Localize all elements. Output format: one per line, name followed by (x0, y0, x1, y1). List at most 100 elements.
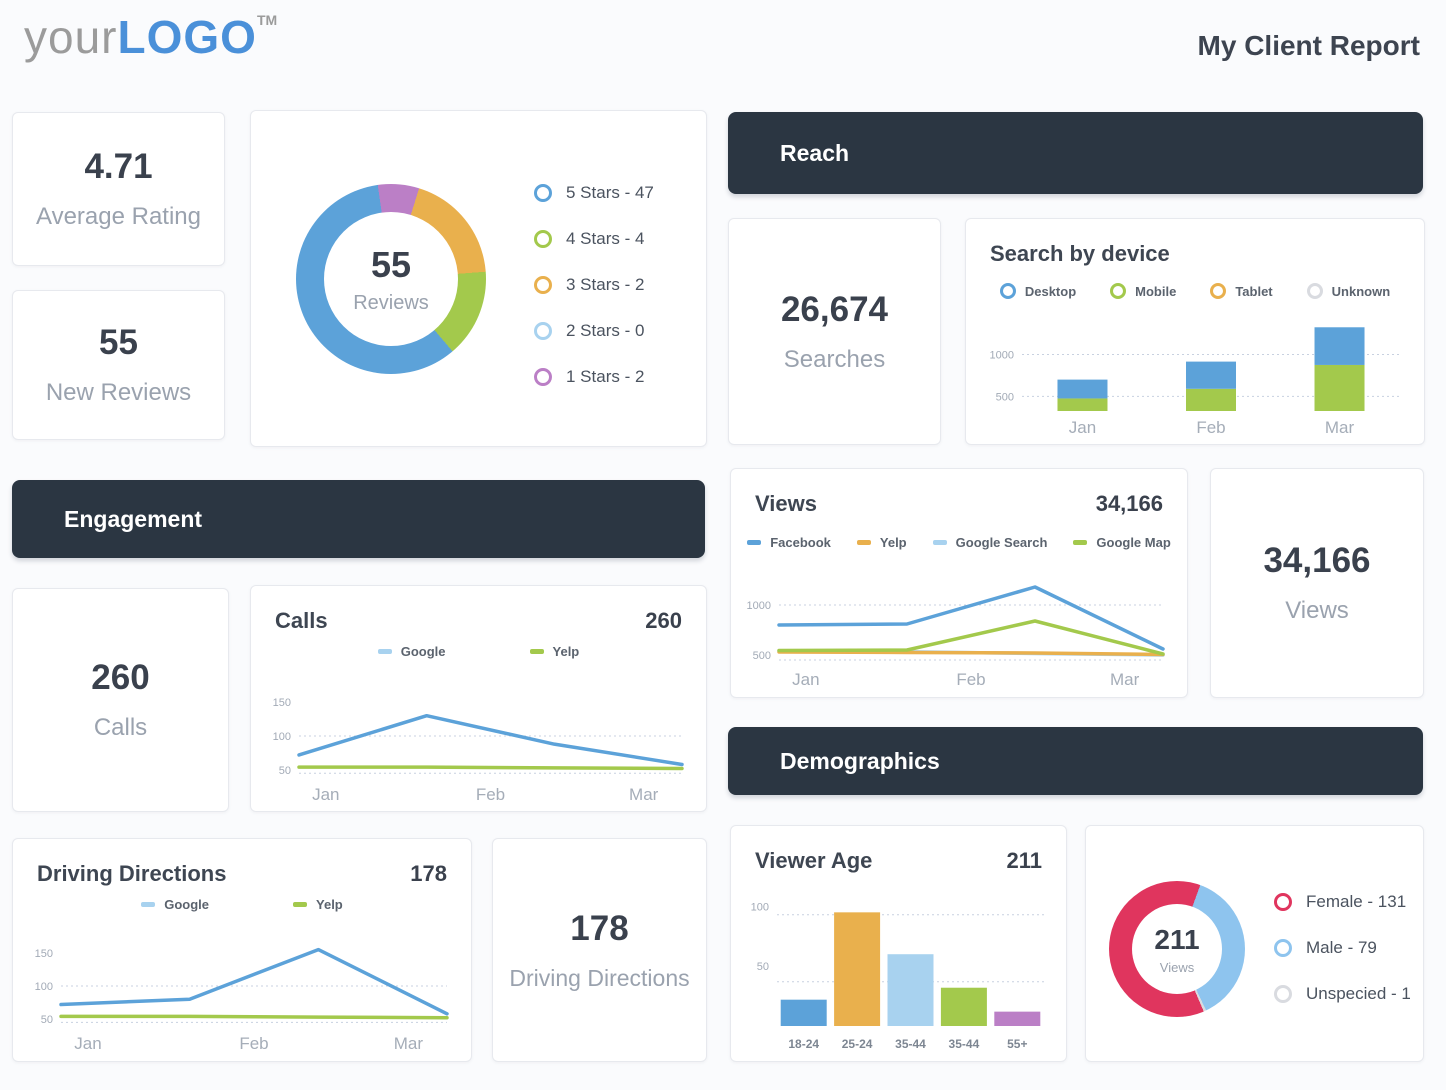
svg-text:Jan: Jan (74, 1034, 101, 1053)
svg-text:Feb: Feb (476, 785, 505, 804)
legend-label: 2 Stars - 0 (566, 321, 645, 340)
section-title: Demographics (780, 747, 940, 774)
legend-marker-icon (534, 184, 552, 202)
section-title: Engagement (64, 505, 203, 532)
legend-marker-icon (1274, 985, 1292, 1003)
svg-text:1000: 1000 (747, 600, 771, 612)
legend-marker-icon (932, 540, 947, 545)
calls-legend: Google Yelp (251, 644, 706, 659)
legend-marker-icon (1110, 283, 1127, 299)
legend-item: 1 Stars - 2 (534, 367, 654, 387)
legend-label: Google Map (1096, 535, 1171, 550)
brand-logo: yourLOGOTM (24, 10, 277, 64)
legend-marker-icon (1306, 283, 1323, 299)
driving-directions-legend: Google Yelp (13, 897, 471, 912)
svg-text:Mar: Mar (394, 1034, 424, 1053)
logo-your-text: your (24, 11, 118, 63)
legend-label: Facebook (770, 535, 831, 550)
new-reviews-label: New Reviews (45, 379, 192, 406)
views-total-label: Views (1285, 597, 1349, 624)
new-reviews-value: 55 (99, 323, 138, 362)
legend-item: Google Map (1073, 535, 1171, 550)
section-header-reach: Reach (728, 112, 1423, 194)
legend-item: Unknown (1306, 283, 1391, 299)
legend-marker-icon (747, 540, 762, 545)
svg-text:Jan: Jan (1069, 418, 1096, 437)
legend-marker-icon (1073, 540, 1088, 545)
reviews-count-label: Reviews (353, 291, 429, 314)
legend-item: 3 Stars - 2 (534, 275, 654, 295)
legend-marker-icon (1274, 939, 1292, 957)
legend-item: Google (377, 644, 446, 659)
svg-text:Mar: Mar (1325, 418, 1355, 437)
average-rating-label: Average Rating (36, 203, 201, 230)
views-chart-card: Views 34,166 Facebook Yelp Google Search Go… (730, 468, 1188, 698)
views-chart-title: Views (755, 491, 817, 516)
svg-text:1000: 1000 (990, 349, 1014, 361)
legend-label: Tablet (1235, 283, 1273, 299)
legend-item: Facebook (747, 535, 831, 550)
driving-directions-chart-card: Driving Directions 178 Google Yelp 50 100 1… (12, 838, 472, 1062)
driving-directions-chart-title: Driving Directions (37, 861, 227, 886)
legend-label: 5 Stars - 47 (566, 183, 654, 202)
reviews-count: 55 (370, 243, 412, 285)
svg-text:35-44: 35-44 (895, 1037, 926, 1051)
calls-total-value: 260 (91, 658, 150, 697)
calls-total-card: 260 Calls (12, 588, 229, 812)
views-chart-total: 34,166 (1095, 491, 1163, 516)
svg-text:Mar: Mar (629, 785, 659, 804)
calls-chart-card: Calls 260 Google Yelp 50 100 150 Jan Feb Mar (250, 585, 707, 812)
search-by-device-chart: 500 1000 Jan Feb Mar (974, 313, 1414, 439)
views-legend: Facebook Yelp Google Search Google Map (731, 535, 1187, 550)
legend-marker-icon (1210, 283, 1227, 299)
legend-label: Desktop (1024, 283, 1077, 299)
views-total-value: 34,166 (1263, 541, 1371, 580)
svg-text:18-24: 18-24 (788, 1037, 819, 1051)
reviews-donut-chart: 55 Reviews (296, 184, 486, 374)
svg-text:50: 50 (41, 1014, 53, 1026)
legend-marker-icon (529, 649, 544, 654)
gender-views-label: Views (1159, 959, 1195, 975)
views-total-card: 34,166 Views (1210, 468, 1424, 698)
new-reviews-card: 55 New Reviews (12, 290, 225, 440)
calls-chart-total: 260 (645, 608, 682, 633)
legend-label: Google (400, 644, 446, 659)
legend-marker-icon (856, 540, 871, 545)
legend-item: Unspecied - 1 (1274, 984, 1411, 1004)
legend-item: Yelp (293, 897, 343, 912)
legend-item: Yelp (856, 535, 907, 550)
legend-label: Male - 79 (1306, 938, 1377, 957)
gender-card: 211 Views Female - 131 Male - 79 Unspecied… (1085, 825, 1424, 1062)
gender-donut-center: 211 Views (1132, 904, 1222, 994)
legend-marker-icon (534, 276, 552, 294)
logo-trademark: TM (256, 12, 278, 28)
gender-donut-chart: 211 Views (1109, 881, 1245, 1017)
svg-text:Mar: Mar (1110, 670, 1140, 689)
svg-text:55+: 55+ (1007, 1037, 1027, 1051)
searches-card: 26,674 Searches (728, 218, 941, 445)
chart-canvas: 500 1000 Jan Feb Mar (747, 585, 1165, 689)
driving-directions-chart-total: 178 (410, 861, 447, 886)
driving-directions-chart: 50 100 150 Jan Feb Mar (21, 933, 461, 1055)
svg-text:150: 150 (35, 948, 53, 960)
legend-label: Google (164, 897, 210, 912)
legend-marker-icon (999, 283, 1016, 299)
legend-label: Yelp (879, 535, 907, 550)
svg-text:35-44: 35-44 (949, 1037, 980, 1051)
legend-marker-icon (1274, 893, 1292, 911)
chart-canvas: 500 1000 Jan Feb Mar (990, 327, 1400, 437)
legend-label: 4 Stars - 4 (566, 229, 645, 248)
chart-canvas: 50 100 150 Jan Feb Mar (35, 947, 449, 1053)
calls-total-label: Calls (93, 714, 148, 741)
search-by-device-title: Search by device (990, 241, 1170, 266)
svg-text:Jan: Jan (312, 785, 339, 804)
legend-label: Yelp (552, 644, 580, 659)
legend-item: Tablet (1210, 283, 1273, 299)
legend-item: 5 Stars - 47 (534, 183, 654, 203)
legend-item: Google Search (932, 535, 1047, 550)
svg-text:500: 500 (753, 650, 771, 662)
legend-label: Unknown (1331, 283, 1391, 299)
viewer-age-chart: 50 100 18-24 25-24 35-44 35-44 55+ (737, 884, 1058, 1054)
calls-chart-title: Calls (275, 608, 328, 633)
svg-text:150: 150 (273, 697, 291, 709)
